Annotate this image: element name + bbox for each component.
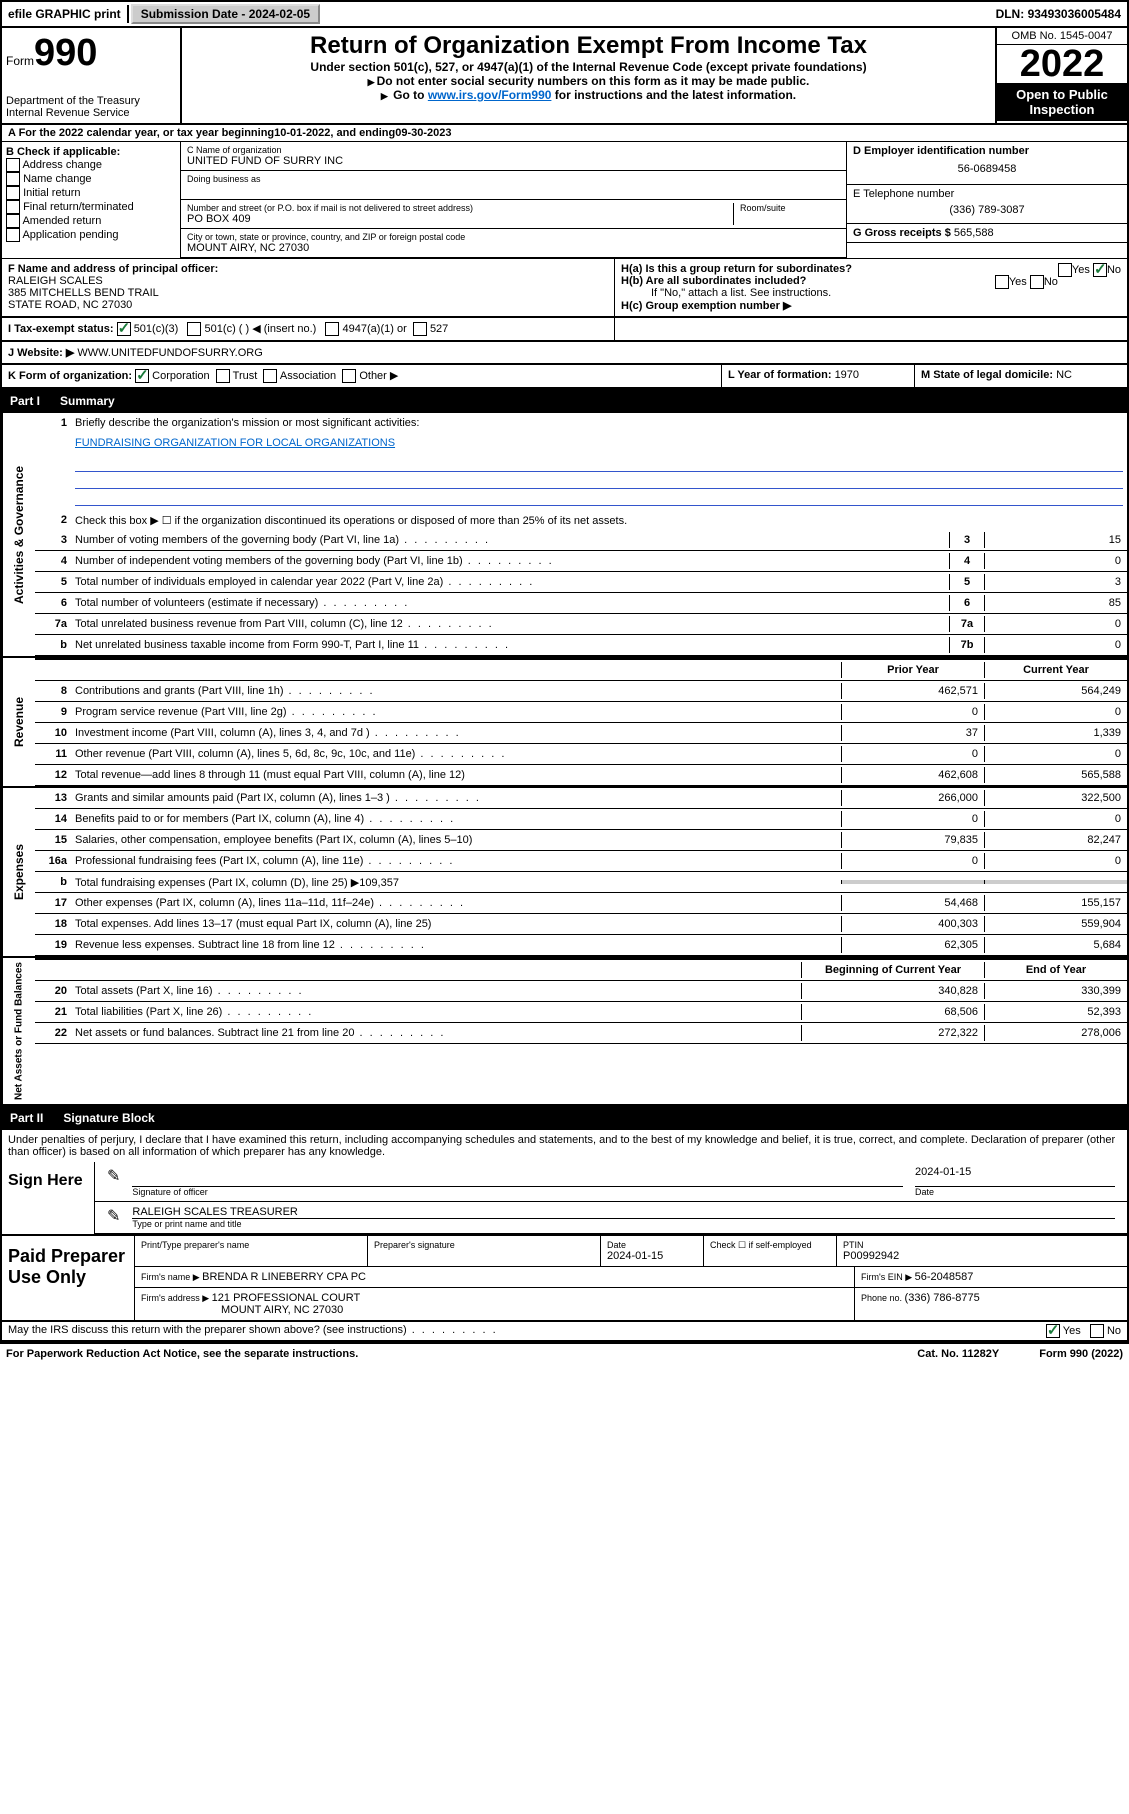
firm-name: BRENDA R LINEBERRY CPA PC: [202, 1271, 366, 1283]
row-j: J Website: ▶ WWW.UNITEDFUNDOFSURRY.ORG: [0, 341, 1129, 364]
dept-treasury: Department of the Treasury: [6, 95, 176, 107]
paid-preparer: Paid Preparer Use Only Print/Type prepar…: [0, 1236, 1129, 1322]
principal-officer: F Name and address of principal officer:…: [2, 259, 615, 316]
cat-number: Cat. No. 11282Y: [917, 1348, 999, 1360]
cb-name-change[interactable]: Name change: [6, 172, 176, 186]
telephone: (336) 789-3087: [853, 200, 1121, 220]
irs-label: Internal Revenue Service: [6, 107, 176, 119]
footer: For Paperwork Reduction Act Notice, see …: [0, 1342, 1129, 1364]
row-klm: K Form of organization: Corporation Trus…: [0, 364, 1129, 389]
sig-date: 2024-01-15: [915, 1166, 1115, 1187]
top-bar: efile GRAPHIC print Submission Date - 20…: [0, 0, 1129, 28]
org-address: PO BOX 409: [187, 213, 733, 225]
section-bcd: B Check if applicable: Address change Na…: [0, 142, 1129, 258]
header-right: OMB No. 1545-0047 2022 Open to Public In…: [995, 28, 1127, 123]
part-1-header: Part ISummary: [0, 389, 1129, 413]
cb-initial-return[interactable]: Initial return: [6, 186, 176, 200]
header-center: Return of Organization Exempt From Incom…: [182, 28, 995, 123]
dln: DLN: 93493036005484: [990, 5, 1127, 23]
cb-discuss-yes[interactable]: [1046, 1324, 1060, 1338]
perjury-declaration: Under penalties of perjury, I declare th…: [2, 1130, 1127, 1162]
h-section: H(a) Is this a group return for subordin…: [615, 259, 1127, 316]
col-d: D Employer identification number 56-0689…: [846, 142, 1127, 258]
cb-corp[interactable]: [135, 369, 149, 383]
ptin: P00992942: [843, 1250, 1121, 1262]
gross-cell: G Gross receipts $ 565,588: [847, 224, 1127, 243]
subtitle-3: Go to www.irs.gov/Form990 for instructio…: [186, 88, 991, 102]
year-formation: 1970: [835, 369, 859, 381]
summary-expenses: Expenses 13Grants and similar amounts pa…: [0, 788, 1129, 958]
ein: 56-0689458: [853, 157, 1121, 181]
tax-year: 2022: [997, 45, 1127, 83]
cb-other[interactable]: [342, 369, 356, 383]
cb-assoc[interactable]: [263, 369, 277, 383]
tab-expenses: Expenses: [2, 788, 35, 956]
b-label: B Check if applicable:: [6, 146, 176, 158]
subtitle-1: Under section 501(c), 527, or 4947(a)(1)…: [186, 60, 991, 74]
domicile: NC: [1056, 369, 1072, 381]
cb-501c3[interactable]: [117, 322, 131, 336]
discuss-row: May the IRS discuss this return with the…: [0, 1322, 1129, 1342]
org-name: UNITED FUND OF SURRY INC: [187, 155, 840, 167]
gross-receipts: 565,588: [954, 227, 994, 239]
pra-notice: For Paperwork Reduction Act Notice, see …: [6, 1348, 358, 1360]
summary-netassets: Net Assets or Fund Balances Beginning of…: [0, 958, 1129, 1106]
tel-cell: E Telephone number (336) 789-3087: [847, 185, 1127, 224]
summary-revenue: Revenue Prior YearCurrent Year 8Contribu…: [0, 658, 1129, 788]
efile-label: efile GRAPHIC print: [2, 5, 129, 23]
row-fh: F Name and address of principal officer:…: [0, 258, 1129, 317]
officer-name: RALEIGH SCALES TREASURER: [132, 1206, 1115, 1219]
pen-icon: ✎: [101, 1164, 126, 1199]
col-b: B Check if applicable: Address change Na…: [2, 142, 181, 258]
addr-cell: Number and street (or P.O. box if mail i…: [181, 200, 846, 229]
open-inspection: Open to Public Inspection: [997, 83, 1127, 121]
tab-revenue: Revenue: [2, 658, 35, 786]
cb-amended[interactable]: Amended return: [6, 214, 176, 228]
org-city: MOUNT AIRY, NC 27030: [187, 242, 840, 254]
subtitle-2: Do not enter social security numbers on …: [186, 74, 991, 88]
org-name-cell: C Name of organization UNITED FUND OF SU…: [181, 142, 846, 171]
signature-block: Under penalties of perjury, I declare th…: [0, 1130, 1129, 1236]
cb-527[interactable]: [413, 322, 427, 336]
row-a: A For the 2022 calendar year, or tax yea…: [0, 125, 1129, 142]
col-c: C Name of organization UNITED FUND OF SU…: [181, 142, 846, 258]
submission-date-button[interactable]: Submission Date - 2024-02-05: [131, 4, 320, 24]
form-number: 990: [34, 32, 97, 74]
dba-cell: Doing business as: [181, 171, 846, 200]
cb-501c[interactable]: [187, 322, 201, 336]
header-left: Form990 Department of the Treasury Inter…: [2, 28, 182, 123]
form-version: Form 990 (2022): [1039, 1348, 1123, 1360]
cb-4947[interactable]: [325, 322, 339, 336]
part-2-header: Part IISignature Block: [0, 1106, 1129, 1130]
tab-governance: Activities & Governance: [2, 413, 35, 656]
form-word: Form: [6, 54, 34, 68]
firm-ein: 56-2048587: [915, 1271, 974, 1283]
form990-link[interactable]: www.irs.gov/Form990: [428, 88, 552, 102]
pen-icon: ✎: [101, 1204, 126, 1231]
website: WWW.UNITEDFUNDOFSURRY.ORG: [77, 347, 262, 359]
cb-address-change[interactable]: Address change: [6, 158, 176, 172]
cb-discuss-no[interactable]: [1090, 1324, 1104, 1338]
form-header: Form990 Department of the Treasury Inter…: [0, 28, 1129, 125]
city-cell: City or town, state or province, country…: [181, 229, 846, 258]
ein-cell: D Employer identification number 56-0689…: [847, 142, 1127, 185]
firm-phone: (336) 786-8775: [905, 1292, 980, 1304]
cb-app-pending[interactable]: Application pending: [6, 228, 176, 242]
form-title: Return of Organization Exempt From Incom…: [186, 32, 991, 60]
cb-final-return[interactable]: Final return/terminated: [6, 200, 176, 214]
sign-here-label: Sign Here: [2, 1162, 95, 1234]
tab-netassets: Net Assets or Fund Balances: [2, 958, 35, 1104]
summary-governance: Activities & Governance 1Briefly describ…: [0, 413, 1129, 658]
paid-preparer-label: Paid Preparer Use Only: [2, 1236, 134, 1320]
cb-trust[interactable]: [216, 369, 230, 383]
mission-link[interactable]: FUNDRAISING ORGANIZATION FOR LOCAL ORGAN…: [75, 437, 395, 449]
row-i: I Tax-exempt status: 501(c)(3) 501(c) ( …: [0, 317, 1129, 341]
